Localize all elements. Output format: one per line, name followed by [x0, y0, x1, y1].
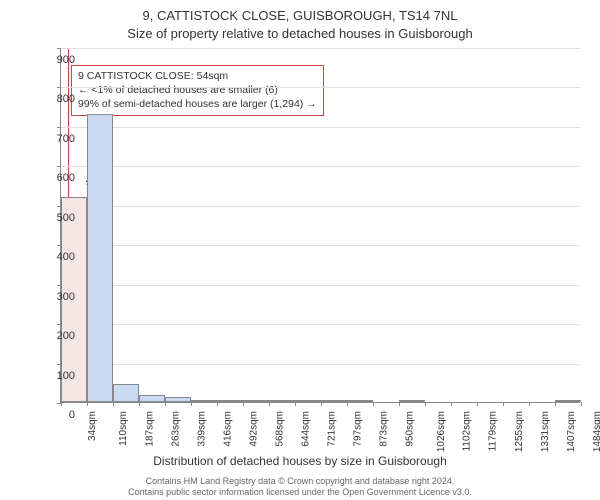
x-tick-mark: [191, 402, 192, 406]
histogram-bar: [191, 400, 217, 402]
histogram-bar: [165, 397, 191, 402]
y-tick-label: 700: [45, 133, 75, 145]
x-tick-label: 1255sqm: [514, 411, 525, 452]
y-tick-mark: [57, 87, 61, 88]
grid-line: [61, 245, 580, 246]
y-tick-label: 100: [45, 370, 75, 382]
x-tick-label: 110sqm: [118, 411, 129, 446]
x-tick-mark: [243, 402, 244, 406]
histogram-bar: [243, 400, 269, 402]
x-tick-label: 1179sqm: [487, 411, 498, 451]
x-tick-mark: [139, 402, 140, 406]
x-tick-label: 568sqm: [275, 411, 286, 447]
histogram-bar: [113, 384, 139, 402]
x-tick-label: 950sqm: [405, 411, 416, 447]
x-tick-label: 1484sqm: [592, 411, 600, 452]
x-tick-label: 34sqm: [87, 411, 98, 441]
y-tick-mark: [57, 127, 61, 128]
chart-title-main: 9, CATTISTOCK CLOSE, GUISBOROUGH, TS14 7…: [0, 8, 600, 23]
grid-line: [61, 206, 580, 207]
histogram-bar: [399, 400, 425, 402]
x-tick-label: 1407sqm: [566, 411, 577, 452]
x-tick-mark: [321, 402, 322, 406]
x-tick-mark: [217, 402, 218, 406]
x-tick-mark: [425, 402, 426, 406]
histogram-bar: [217, 400, 243, 402]
x-tick-mark: [347, 402, 348, 406]
x-tick-mark: [477, 402, 478, 406]
histogram-bar: [269, 400, 295, 402]
x-tick-mark: [373, 402, 374, 406]
y-tick-mark: [57, 166, 61, 167]
histogram-bar: [347, 400, 373, 402]
x-tick-mark: [529, 402, 530, 406]
histogram-bar: [295, 400, 321, 402]
grid-line: [61, 48, 580, 49]
histogram-bar: [87, 114, 113, 402]
y-tick-label: 400: [45, 251, 75, 263]
y-tick-label: 500: [45, 212, 75, 224]
x-tick-mark: [581, 402, 582, 406]
grid-line: [61, 127, 580, 128]
x-axis-label: Distribution of detached houses by size …: [0, 454, 600, 468]
x-tick-mark: [269, 402, 270, 406]
x-tick-label: 263sqm: [171, 411, 182, 447]
x-tick-label: 1026sqm: [436, 411, 447, 452]
x-tick-label: 873sqm: [379, 411, 390, 447]
x-tick-mark: [555, 402, 556, 406]
annotation-box: 9 CATTISTOCK CLOSE: 54sqm ← <1% of detac…: [71, 65, 324, 116]
y-tick-label: 300: [45, 291, 75, 303]
footer-line2: Contains public sector information licen…: [0, 487, 600, 498]
x-tick-label: 1331sqm: [540, 411, 551, 452]
annotation-line2: ← <1% of detached houses are smaller (6): [78, 83, 317, 97]
y-tick-label: 900: [45, 54, 75, 66]
x-tick-label: 721sqm: [327, 411, 338, 447]
annotation-line3: 99% of semi-detached houses are larger (…: [78, 97, 317, 111]
chart-container: 9, CATTISTOCK CLOSE, GUISBOROUGH, TS14 7…: [0, 0, 600, 500]
x-tick-label: 1102sqm: [461, 411, 472, 451]
x-tick-mark: [61, 402, 62, 406]
grid-line: [61, 166, 580, 167]
y-tick-label: 0: [45, 409, 75, 421]
x-tick-mark: [451, 402, 452, 406]
grid-line: [61, 285, 580, 286]
x-tick-label: 339sqm: [197, 411, 208, 447]
histogram-bar: [321, 400, 347, 402]
grid-line: [61, 364, 580, 365]
annotation-line1: 9 CATTISTOCK CLOSE: 54sqm: [78, 69, 317, 83]
x-tick-mark: [399, 402, 400, 406]
footer: Contains HM Land Registry data © Crown c…: [0, 476, 600, 498]
x-tick-label: 644sqm: [301, 411, 312, 447]
x-tick-label: 416sqm: [223, 411, 234, 447]
x-tick-mark: [503, 402, 504, 406]
histogram-bar: [139, 395, 165, 402]
x-tick-mark: [113, 402, 114, 406]
histogram-bar: [555, 400, 581, 402]
grid-line: [61, 324, 580, 325]
x-tick-mark: [295, 402, 296, 406]
plot-area: 9 CATTISTOCK CLOSE: 54sqm ← <1% of detac…: [60, 48, 580, 403]
y-tick-mark: [57, 48, 61, 49]
footer-line1: Contains HM Land Registry data © Crown c…: [0, 476, 600, 487]
x-tick-mark: [87, 402, 88, 406]
x-tick-mark: [165, 402, 166, 406]
x-tick-label: 797sqm: [353, 411, 364, 447]
chart-title-sub: Size of property relative to detached ho…: [0, 26, 600, 41]
y-tick-label: 600: [45, 172, 75, 184]
x-tick-label: 187sqm: [145, 411, 156, 447]
y-tick-label: 200: [45, 330, 75, 342]
grid-line: [61, 87, 580, 88]
y-tick-label: 800: [45, 93, 75, 105]
x-tick-label: 492sqm: [249, 411, 260, 447]
